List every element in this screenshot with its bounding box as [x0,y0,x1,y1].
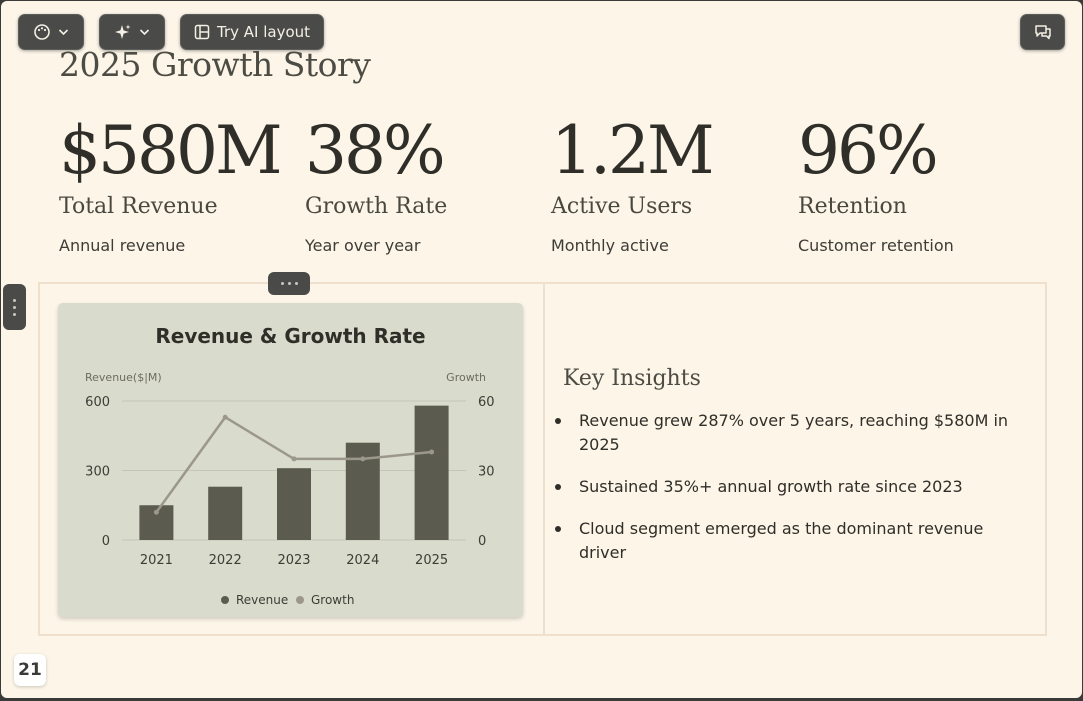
growth-point-2022 [222,414,228,420]
stat-value: $580M [59,112,283,189]
column-divider [543,284,545,634]
key-insights: Key Insights Revenue grew 287% over 5 ye… [555,366,1033,583]
layout-grid[interactable] [38,282,1047,636]
x-tick-label: 2023 [277,553,310,568]
revenue-growth-chart: 0 0 300 30 600 60 Revenue($|M) Growth 2021 2022 20… [85,371,495,607]
bar-2022 [208,486,243,540]
stat-label: Growth Rate [305,194,448,219]
stat-retention: 96% Retention Customer retention [798,112,1038,256]
comments-icon [1034,24,1052,40]
y2-tick-label: 30 [478,465,495,480]
row-drag-handle[interactable] [268,272,310,295]
theme-button[interactable] [18,14,84,50]
stat-description: Customer retention [798,236,954,255]
try-ai-layout-label: Try AI layout [216,23,311,41]
legend-revenue-label: Revenue [236,593,288,607]
layout-icon [194,24,210,40]
bar-2023 [277,468,311,540]
slide-title: 2025 Growth Story [59,45,371,84]
legend-growth-marker [296,596,304,604]
insights-list: Revenue grew 287% over 5 years, reaching… [555,409,1033,565]
chart-title: Revenue & Growth Rate [155,324,426,348]
stat-label: Active Users [551,194,693,219]
page-number[interactable]: 21 [14,654,46,686]
insights-title: Key Insights [563,366,701,391]
y2-tick-label: 0 [478,534,486,549]
y-tick-label: 0 [102,534,110,549]
stat-active-users: 1.2M Active Users Monthly active [551,112,791,256]
y-axis-label: Revenue($|M) [85,371,162,384]
try-ai-layout-button[interactable]: Try AI layout [180,14,324,50]
y2-axis-label: Growth [446,371,486,384]
growth-point-2024 [360,456,366,462]
x-tick-label: 2024 [346,553,379,568]
stat-description: Annual revenue [59,236,186,255]
chevron-down-icon [139,28,150,36]
stat-growth-rate: 38% Growth Rate Year over year [305,112,545,256]
y-tick-label: 600 [85,395,110,410]
palette-icon [33,23,51,41]
y2-tick-label: 60 [478,395,495,410]
bar-2025 [414,405,449,540]
legend-revenue-marker [221,596,229,604]
x-tick-label: 2025 [415,553,448,568]
sparkle-icon [114,23,132,41]
insight-item: Revenue grew 287% over 5 years, reaching… [555,409,1033,457]
insight-item: Cloud segment emerged as the dominant re… [555,517,1033,565]
growth-point-2023 [291,456,297,462]
y-tick-label: 300 [85,465,110,480]
x-tick-label: 2022 [209,553,242,568]
stat-total-revenue: $580M Total Revenue Annual revenue [59,112,299,256]
stat-description: Monthly active [551,236,669,255]
comments-button[interactable] [1020,14,1065,50]
stat-description: Year over year [305,236,421,255]
insight-item: Sustained 35%+ annual growth rate since … [555,475,1033,499]
stat-value: 96% [798,112,939,189]
legend-growth-label: Growth [311,593,354,607]
stat-value: 38% [305,112,446,189]
stat-value: 1.2M [551,112,715,189]
stat-label: Retention [798,194,907,219]
chart-card[interactable]: Revenue & Growth Rate 0 0 300 30 600 60 Revenu… [58,303,523,617]
growth-point-2025 [429,449,435,455]
x-tick-label: 2021 [140,553,173,568]
block-drag-handle[interactable] [3,284,26,330]
chevron-down-icon [58,28,69,36]
growth-point-2021 [153,509,159,515]
ai-tools-button[interactable] [99,14,165,50]
stat-label: Total Revenue [59,194,218,219]
